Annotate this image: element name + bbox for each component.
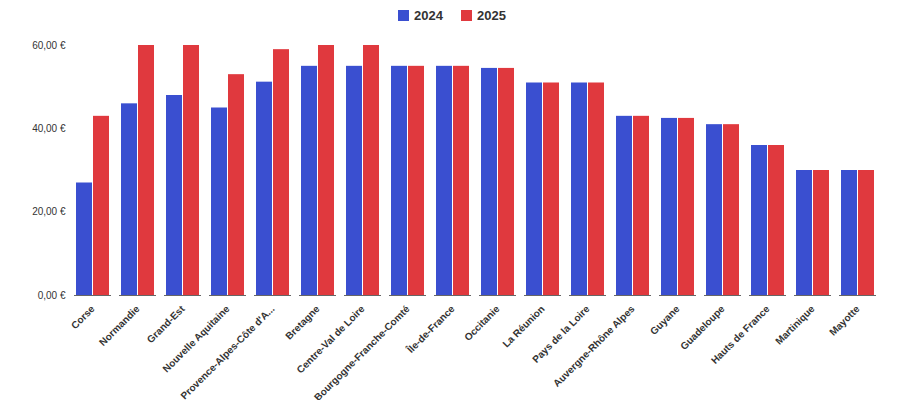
svg-text:40,00 €: 40,00 € (32, 123, 66, 134)
svg-text:60,00 €: 60,00 € (32, 40, 66, 51)
html-text:2025: 2025 (477, 7, 506, 23)
svg-text:0,00 €: 0,00 € (38, 290, 66, 301)
svg-text:Mayotte: Mayotte (827, 303, 862, 338)
svg-text:Hauts de France: Hauts de France (709, 303, 772, 366)
svg-text:Provence-Alpes-Côte d'A...: Provence-Alpes-Côte d'A... (178, 303, 276, 400)
svg-text:La Réunion: La Réunion (500, 303, 546, 349)
svg-text:Centre-Val de Loire: Centre-Val de Loire (294, 303, 367, 376)
svg-text:Normandie: Normandie (97, 303, 142, 348)
svg-text:Auvergne-Rhône Alpes: Auvergne-Rhône Alpes (551, 303, 637, 389)
svg-text:Guadeloupe: Guadeloupe (678, 303, 727, 352)
svg-text:Bourgogne-Franche-Comté: Bourgogne-Franche-Comté (312, 303, 412, 400)
svg-text:Martinique: Martinique (773, 303, 817, 347)
svg-text:Bretagne: Bretagne (283, 303, 322, 342)
svg-text:Pays de la Loire: Pays de la Loire (530, 303, 592, 365)
svg-text:Grand-Est: Grand-Est (145, 303, 187, 345)
svg-text:Occitanie: Occitanie (462, 303, 502, 343)
svg-text:Île-de-France: Île-de-France (403, 302, 457, 356)
html-text:2024: 2024 (414, 7, 443, 23)
svg-text:Guyane: Guyane (648, 303, 682, 337)
svg-text:Corse: Corse (69, 303, 97, 331)
svg-text:Nouvelle Aquitaine: Nouvelle Aquitaine (160, 303, 232, 375)
svg-text:20,00 €: 20,00 € (32, 206, 66, 217)
